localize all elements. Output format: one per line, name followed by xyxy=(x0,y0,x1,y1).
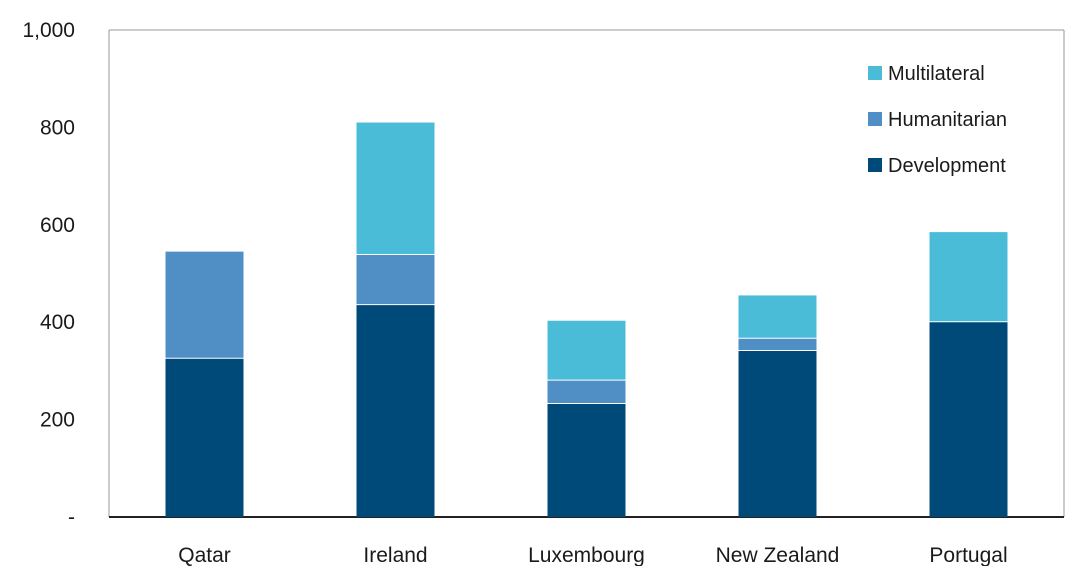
bars xyxy=(165,122,1008,517)
legend-label-development: Development xyxy=(888,155,1006,177)
y-tick-label: 400 xyxy=(40,311,75,334)
bar-multilateral-luxembourg xyxy=(547,320,626,381)
y-tick-label: 200 xyxy=(40,409,75,432)
x-tick-label: New Zealand xyxy=(716,544,840,566)
bar-development-qatar xyxy=(165,358,244,517)
bar-humanitarian-qatar xyxy=(165,251,244,359)
bar-humanitarian-new-zealand xyxy=(738,338,817,351)
y-tick-label: - xyxy=(68,506,75,529)
legend-label-humanitarian: Humanitarian xyxy=(888,109,1007,131)
x-axis-labels: Qatar Ireland Luxembourg New Zealand Portuga… xyxy=(178,544,1007,566)
y-tick-label: 800 xyxy=(40,116,75,139)
x-tick-label: Portugal xyxy=(929,544,1007,566)
bar-multilateral-new-zealand xyxy=(738,295,817,339)
bar-humanitarian-ireland xyxy=(356,254,435,305)
bar-development-luxembourg xyxy=(547,403,626,517)
y-axis-ticks: - 200 400 600 800 1,000 xyxy=(22,19,75,529)
legend-label-multilateral: Multilateral xyxy=(888,63,985,85)
legend-swatch-multilateral xyxy=(868,66,882,80)
legend-swatch-development xyxy=(868,158,882,172)
bar-development-ireland xyxy=(356,304,435,517)
legend-swatch-humanitarian xyxy=(868,112,882,126)
y-tick-label: 1,000 xyxy=(22,19,75,42)
y-tick-label: 600 xyxy=(40,214,75,237)
bar-multilateral-portugal xyxy=(929,232,1008,322)
bar-development-portugal xyxy=(929,321,1008,517)
legend: Multilateral Humanitarian Development xyxy=(868,63,1007,177)
bar-multilateral-ireland xyxy=(356,122,435,255)
bar-development-new-zealand xyxy=(738,350,817,517)
x-tick-label: Luxembourg xyxy=(528,544,645,566)
x-tick-label: Qatar xyxy=(178,544,231,566)
x-tick-label: Ireland xyxy=(363,544,427,566)
bar-humanitarian-luxembourg xyxy=(547,380,626,404)
